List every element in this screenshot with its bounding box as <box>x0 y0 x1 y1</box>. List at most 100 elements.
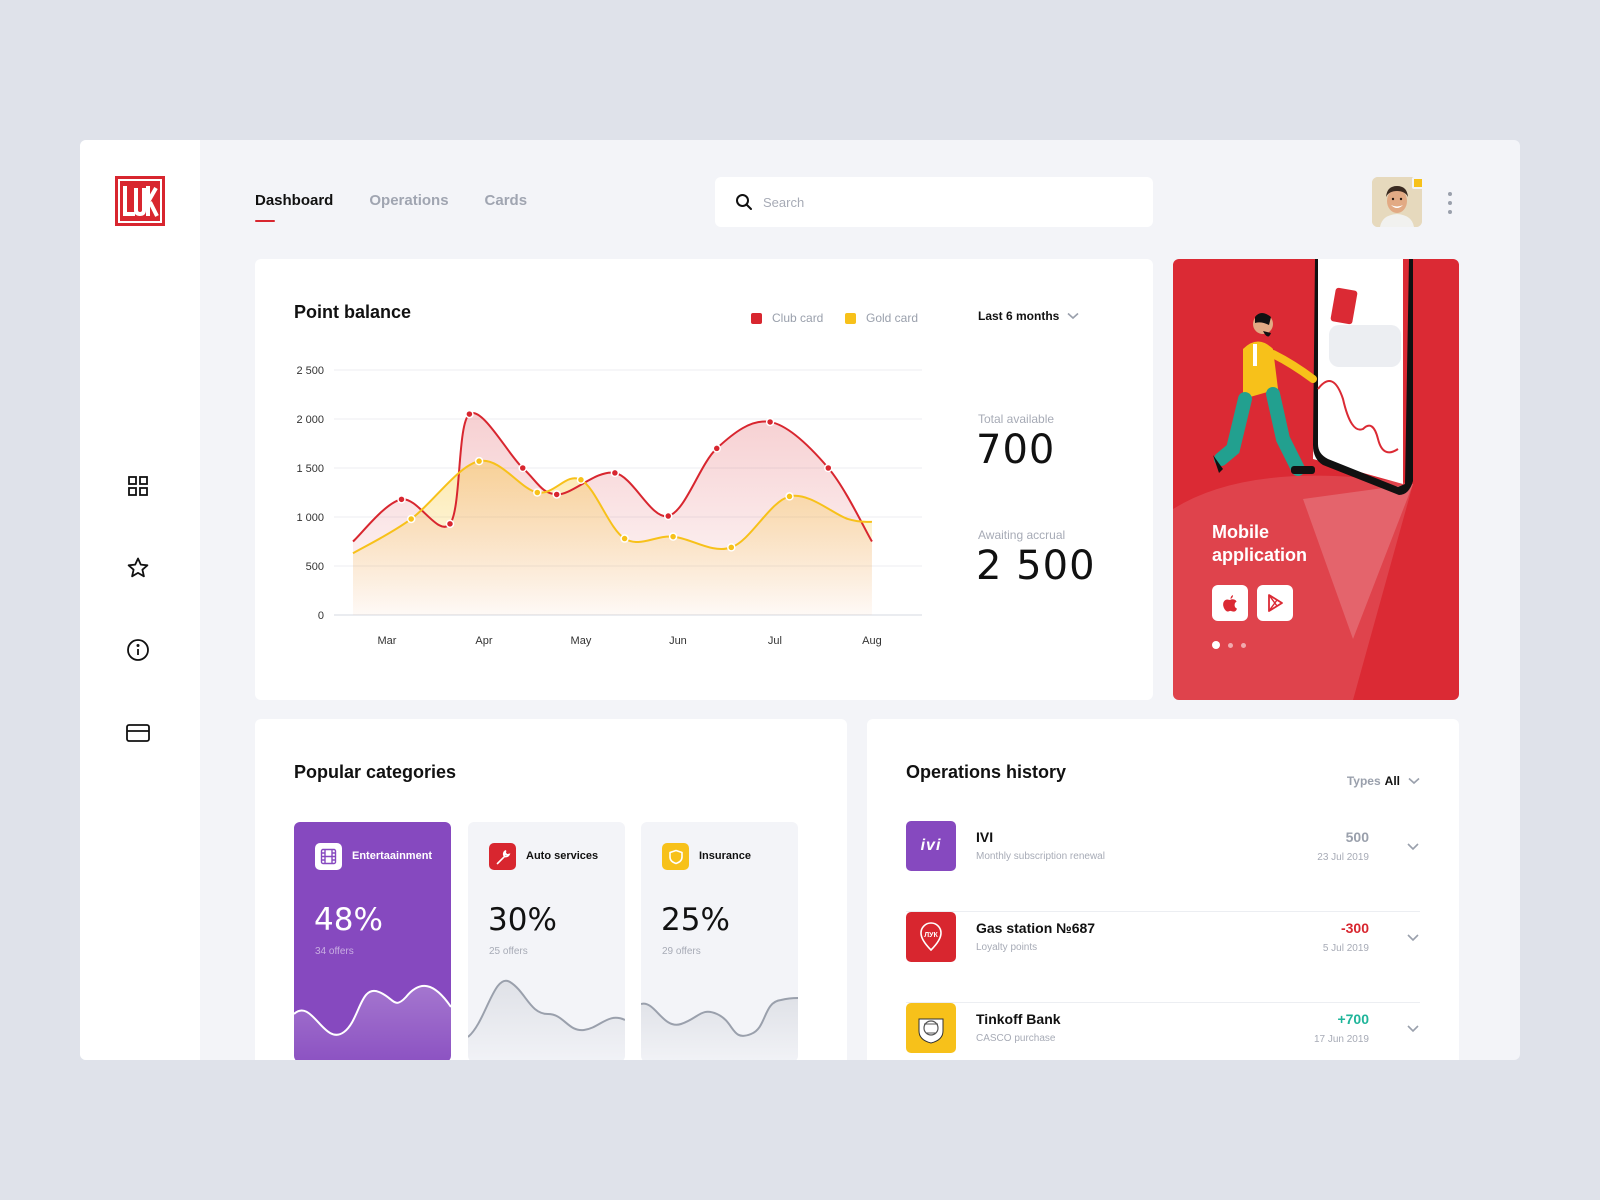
data-point[interactable] <box>785 492 794 501</box>
wrench-icon <box>489 843 516 870</box>
data-point[interactable] <box>668 532 678 541</box>
data-point[interactable] <box>712 444 721 453</box>
data-point[interactable] <box>397 495 406 504</box>
operation-date: 17 Jun 2019 <box>1313 1034 1369 1045</box>
operation-row[interactable]: Tinkoff Bank CASCO purchase +700 17 Jun … <box>906 1003 1420 1060</box>
google-play-button[interactable] <box>1257 585 1293 621</box>
chevron-down-icon[interactable] <box>1406 839 1420 853</box>
awaiting-accrual-value: 2 500 <box>976 543 1096 589</box>
category-name: Entertaainment <box>352 850 433 862</box>
search-input[interactable] <box>763 194 1123 210</box>
main-content: Dashboard Operations Cards <box>200 140 1520 1060</box>
y-tick-label: 1 000 <box>296 512 324 524</box>
category-sparkline <box>294 984 451 1060</box>
data-point[interactable] <box>474 456 484 466</box>
data-point[interactable] <box>445 519 455 529</box>
dashboard-icon[interactable] <box>125 473 151 499</box>
data-point[interactable] <box>518 463 527 473</box>
data-point[interactable] <box>620 534 629 543</box>
shield-icon <box>662 843 689 870</box>
popular-categories-card: Popular categories Entertaainment 48% 34… <box>255 719 847 1060</box>
total-available-value: 700 <box>976 427 1056 473</box>
operations-history-title: Operations history <box>906 762 1067 782</box>
star-icon[interactable] <box>125 555 151 581</box>
legend-club-card[interactable]: Club card <box>751 311 823 325</box>
legend-label: Gold card <box>866 311 919 325</box>
more-menu-icon[interactable] <box>1444 192 1456 214</box>
y-tick-label: 2 500 <box>296 365 324 377</box>
data-point[interactable] <box>576 475 586 485</box>
category-offers: 34 offers <box>315 946 354 957</box>
operations-history-card: Operations history Types All ivi IVI Mon… <box>867 719 1459 1060</box>
operation-description: Loyalty points <box>976 942 1038 953</box>
apple-icon <box>1223 595 1237 612</box>
y-tick-label: 2 000 <box>296 414 324 426</box>
category-percent: 48% <box>314 902 383 938</box>
operation-date: 23 Jul 2019 <box>1317 852 1369 863</box>
x-tick-label: Jul <box>768 635 782 647</box>
play-store-icon <box>1268 594 1283 612</box>
mobile-app-illustration <box>1173 259 1413 700</box>
category-name: Insurance <box>699 850 751 862</box>
gas-station-logo: ЛУК <box>906 912 956 962</box>
promo-title-line2: application <box>1212 545 1308 565</box>
info-icon[interactable] <box>125 637 151 663</box>
series-area <box>353 460 872 615</box>
data-point[interactable] <box>727 543 736 552</box>
x-tick-label: Apr <box>475 635 492 647</box>
types-filter[interactable]: Types All <box>1347 774 1420 788</box>
brand-logo[interactable] <box>115 176 165 226</box>
chevron-down-icon[interactable] <box>1406 930 1420 944</box>
point-balance-chart: 0 500 1 000 1 500 2 000 2 500 Mar Apr May Jun Jul A… <box>296 365 922 647</box>
period-dropdown[interactable]: Last 6 months <box>978 309 1079 323</box>
sidebar <box>80 140 200 1060</box>
data-point[interactable] <box>824 463 833 473</box>
map-pin-icon: ЛУК <box>920 922 942 952</box>
chevron-down-icon[interactable] <box>1406 1021 1420 1035</box>
category-insurance[interactable]: Insurance 25% 29 offers <box>641 822 798 1060</box>
types-value: All <box>1384 774 1400 788</box>
total-available-label: Total available <box>978 412 1055 426</box>
nav-tabs: Dashboard Operations Cards <box>255 192 528 222</box>
data-point[interactable] <box>465 409 474 419</box>
tab-operations[interactable]: Operations <box>369 192 449 209</box>
operation-amount: +700 <box>1337 1011 1369 1027</box>
data-point[interactable] <box>533 488 542 497</box>
y-tick-label: 1 500 <box>296 463 324 475</box>
operation-row[interactable]: ivi IVI Monthly subscription renewal 500… <box>906 821 1420 912</box>
operation-row[interactable]: ЛУК Gas station №687 Loyalty points -300… <box>906 912 1420 1003</box>
category-auto-services[interactable]: Auto services 30% 25 offers <box>468 822 625 1060</box>
y-tick-label: 500 <box>306 561 324 573</box>
data-point[interactable] <box>406 514 416 524</box>
x-tick-label: Jun <box>669 635 687 647</box>
operation-description: CASCO purchase <box>976 1033 1056 1044</box>
legend-gold-card[interactable]: Gold card <box>845 311 918 325</box>
chevron-down-icon <box>1408 777 1420 785</box>
promo-title-line1: Mobile <box>1212 522 1269 542</box>
legend-label: Club card <box>772 311 824 325</box>
carousel-dots <box>1212 641 1246 649</box>
status-badge <box>1412 177 1424 189</box>
x-tick-label: May <box>571 635 592 647</box>
apple-store-button[interactable] <box>1212 585 1248 621</box>
card-icon[interactable] <box>125 720 151 746</box>
carousel-dot-active[interactable] <box>1212 641 1220 649</box>
x-tick-label: Mar <box>377 635 396 647</box>
mobile-app-promo[interactable]: Mobile application <box>1173 259 1459 700</box>
ivi-logo-text: ivi <box>920 837 942 854</box>
carousel-dot[interactable] <box>1241 642 1246 648</box>
search-bar <box>715 177 1153 227</box>
operation-name: IVI <box>976 829 994 845</box>
data-point[interactable] <box>664 511 673 521</box>
data-point[interactable] <box>610 468 620 478</box>
data-point[interactable] <box>765 417 775 427</box>
point-balance-title: Point balance <box>294 302 412 322</box>
tinkoff-logo <box>906 1003 956 1053</box>
category-entertainment[interactable]: Entertaainment 48% 34 offers <box>294 822 451 1060</box>
category-percent: 25% <box>661 902 730 938</box>
tab-cards[interactable]: Cards <box>484 192 528 209</box>
x-tick-label: Aug <box>862 635 882 647</box>
tab-dashboard[interactable]: Dashboard <box>255 192 334 222</box>
data-point[interactable] <box>552 490 561 499</box>
carousel-dot[interactable] <box>1228 642 1233 648</box>
